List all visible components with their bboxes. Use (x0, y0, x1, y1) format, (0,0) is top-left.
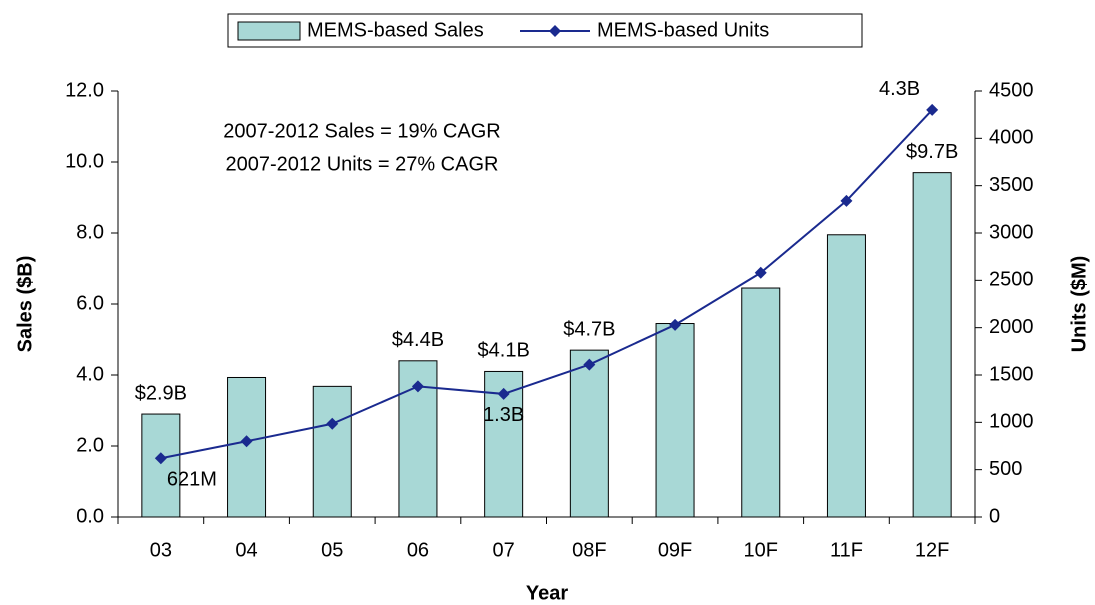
line (160, 109, 933, 460)
y-tick-label: 0.0 (76, 505, 104, 527)
y-tick-label: 8.0 (76, 221, 104, 243)
line-marker (754, 266, 767, 279)
bar (826, 234, 866, 518)
annotation: 2007-2012 Sales = 19% CAGR (223, 120, 500, 142)
y-tick-label: 2.0 (76, 434, 104, 456)
y-axis-title: Sales ($B) (14, 256, 36, 353)
x-tick-label: 03 (150, 539, 172, 561)
y2-tick-label: 1000 (989, 411, 1034, 433)
legend-swatch (237, 21, 301, 41)
y-tick-label: 10.0 (65, 150, 104, 172)
line-value-label: 1.3B (483, 404, 524, 426)
x-tick-label: 04 (235, 539, 257, 561)
bar-value-label: $9.7B (906, 141, 958, 163)
y2-tick-label: 2000 (989, 316, 1034, 338)
y-tick-label: 6.0 (76, 292, 104, 314)
bar (569, 349, 609, 518)
y2-tick-label: 3000 (989, 221, 1034, 243)
line-marker (240, 435, 253, 448)
line-marker (411, 380, 424, 393)
x-tick-label: 08F (572, 539, 606, 561)
annotation: 2007-2012 Units = 27% CAGR (226, 153, 499, 175)
legend-label: MEMS-based Units (597, 19, 769, 41)
y2-tick-label: 4500 (989, 79, 1034, 101)
y-tick-label: 4.0 (76, 363, 104, 385)
bar (312, 385, 352, 518)
bar (655, 323, 695, 518)
line-marker (583, 358, 596, 371)
x-axis-title: Year (526, 582, 568, 604)
legend-marker (549, 25, 561, 37)
bar (741, 287, 781, 518)
y2-axis-title: Units ($M) (1068, 256, 1090, 353)
bar (912, 172, 952, 518)
bar-value-label: $4.1B (478, 340, 530, 362)
line-marker (497, 387, 510, 400)
legend-label: MEMS-based Sales (307, 19, 484, 41)
x-tick-label: 11F (830, 539, 863, 561)
x-tick-label: 05 (321, 539, 343, 561)
line-marker (154, 452, 167, 465)
y2-tick-label: 4000 (989, 127, 1034, 149)
bar-value-label: $2.9B (135, 382, 187, 404)
line-marker (926, 103, 939, 116)
x-tick-label: 09F (658, 539, 692, 561)
y2-tick-label: 1500 (989, 363, 1034, 385)
y2-tick-label: 3500 (989, 174, 1034, 196)
line-marker (326, 417, 339, 430)
x-tick-label: 07 (493, 539, 515, 561)
line-marker (669, 318, 682, 331)
bar-value-label: $4.7B (563, 318, 615, 340)
bar-value-label: $4.4B (392, 329, 444, 351)
y2-tick-label: 0 (989, 505, 1000, 527)
x-tick-label: 06 (407, 539, 429, 561)
y2-tick-label: 500 (989, 458, 1022, 480)
line-value-label: 621M (167, 468, 217, 490)
line-marker (840, 194, 853, 207)
y2-tick-label: 2500 (989, 269, 1034, 291)
line-value-label: 4.3B (879, 78, 920, 100)
bar (141, 413, 181, 518)
x-tick-label: 12F (915, 539, 949, 561)
x-tick-label: 10F (744, 539, 778, 561)
y-tick-label: 12.0 (65, 79, 104, 101)
